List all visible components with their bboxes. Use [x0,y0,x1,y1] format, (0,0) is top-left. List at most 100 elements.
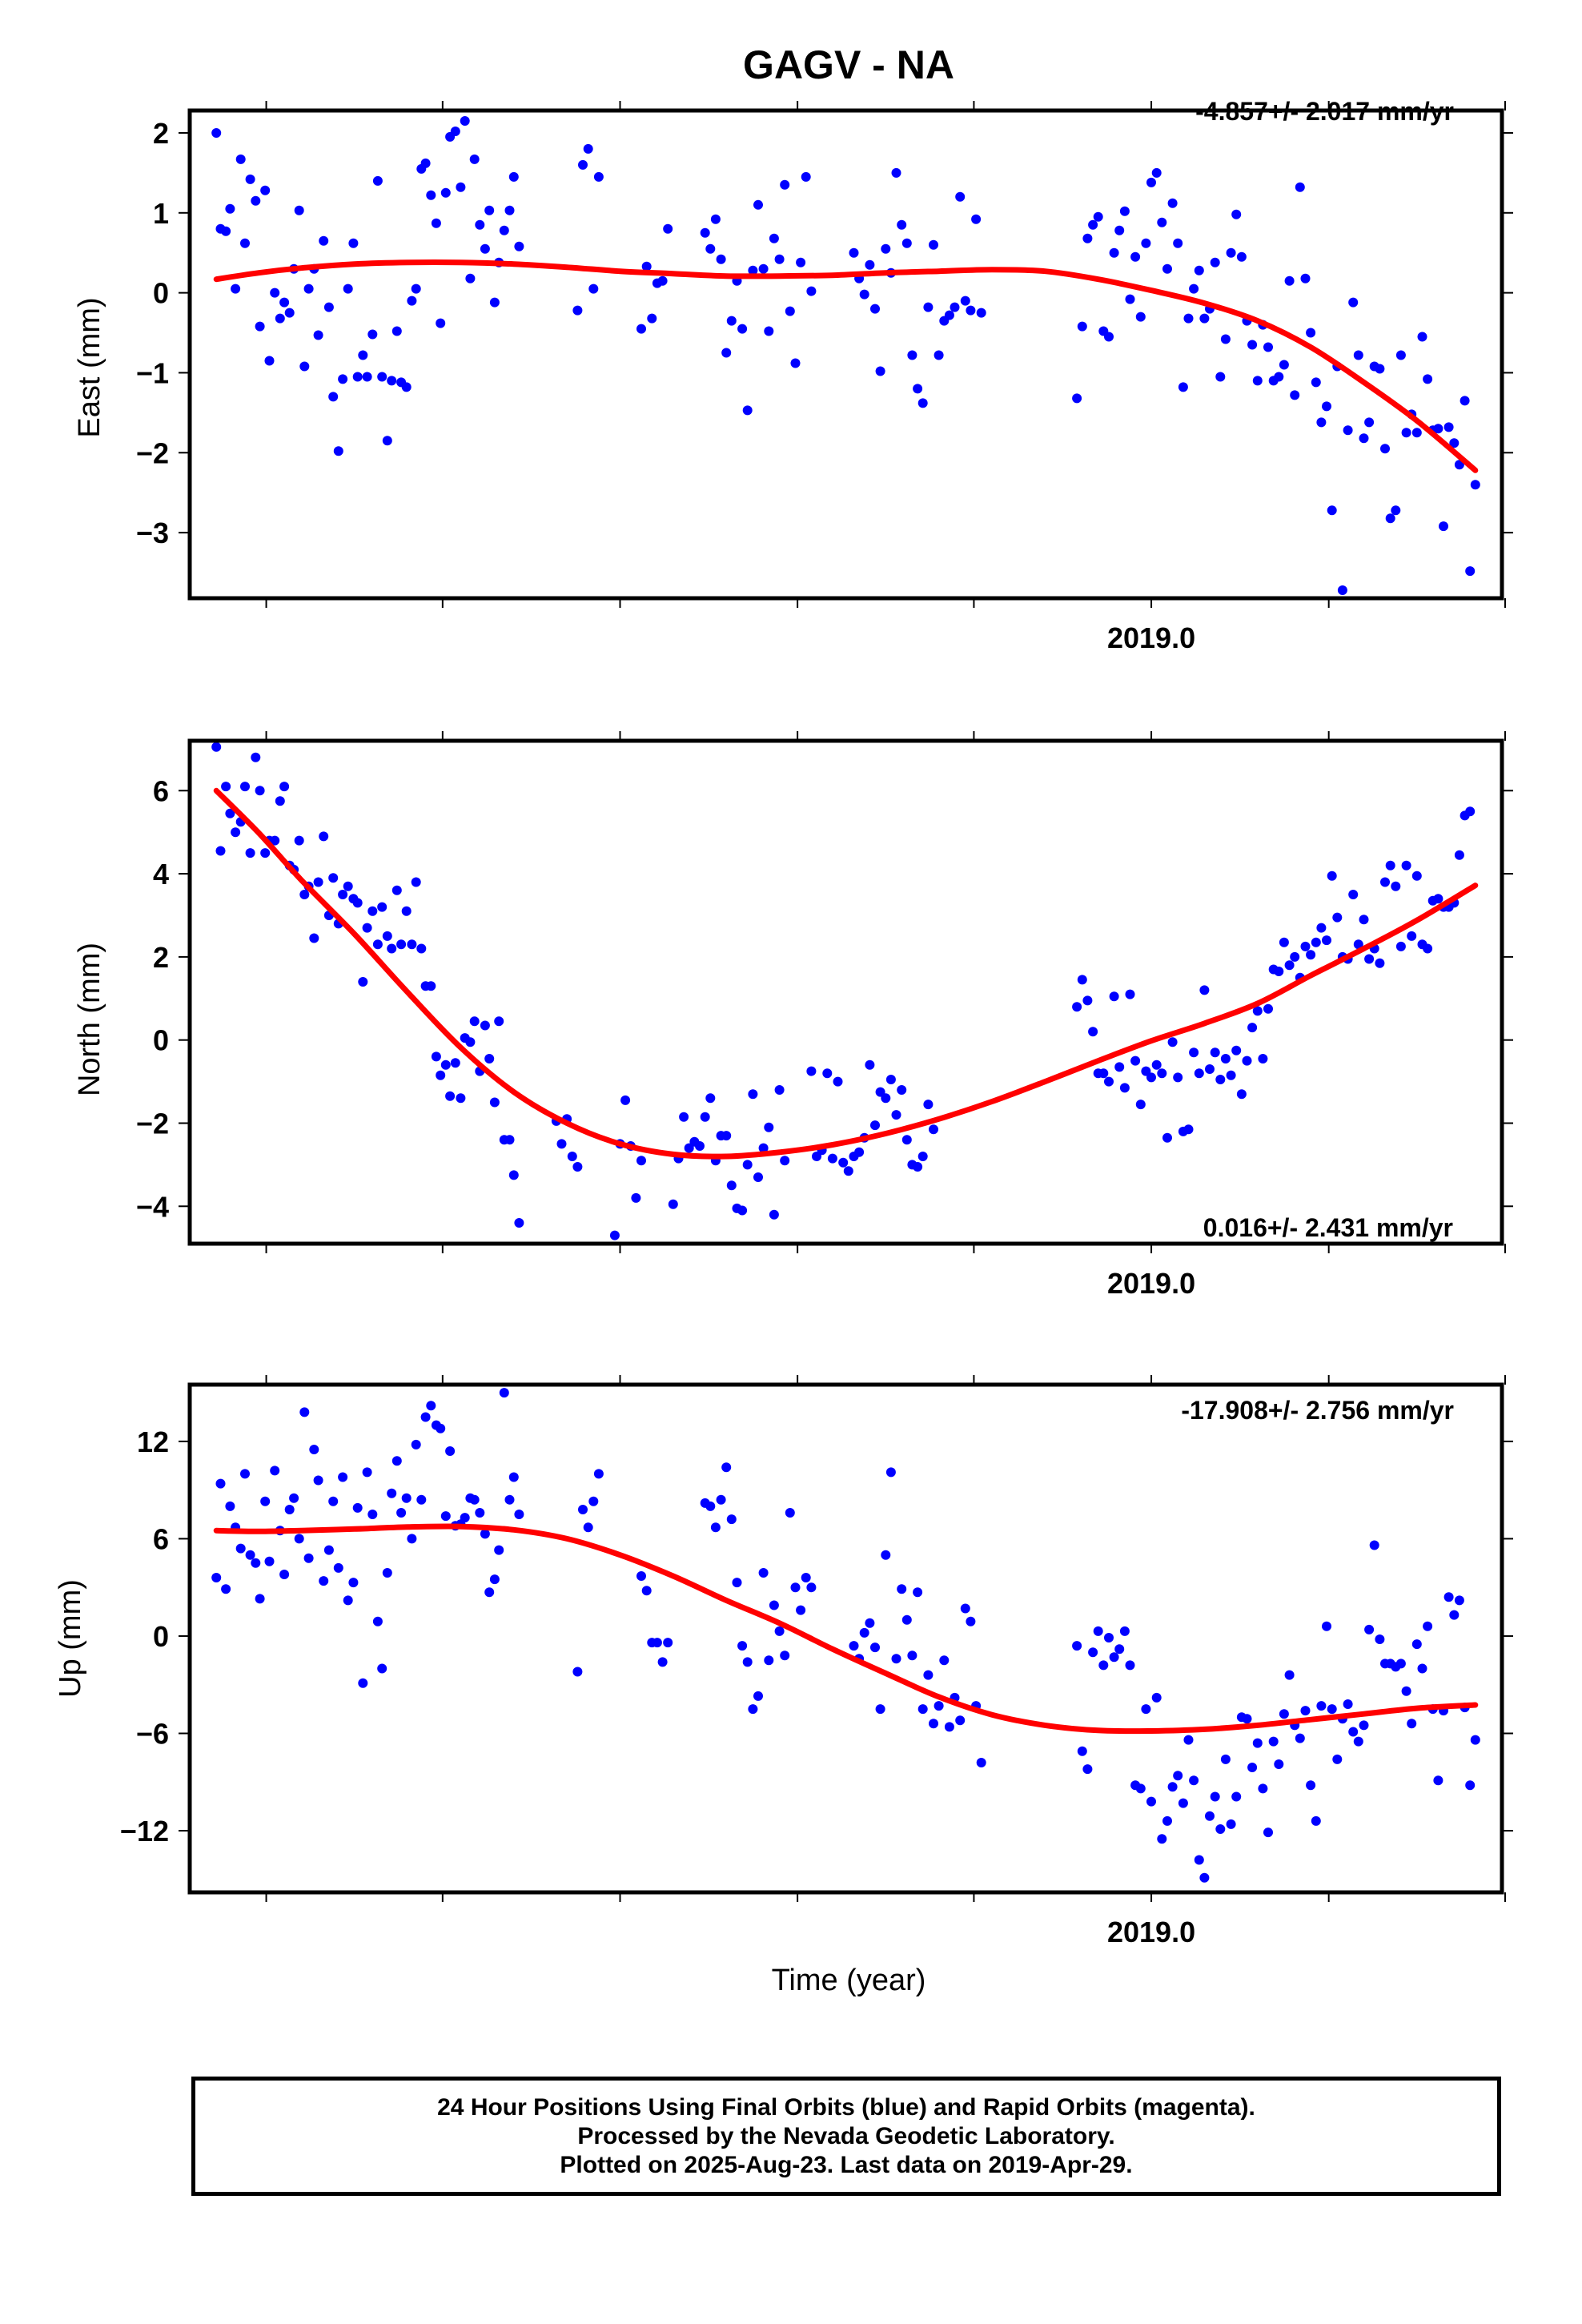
north-data-point [387,943,397,954]
north-data-point [1252,1006,1263,1016]
up-data-point [514,1510,524,1519]
north-data-point [436,1070,446,1080]
east-data-point [1465,566,1476,577]
up-panel: Up (mm) -17.908+/- 2.756 mm/yr 2019.0 −12… [54,1375,1513,1948]
east-data-point [1199,313,1210,324]
east-data-point [1263,342,1273,352]
up-data-point [796,1605,806,1615]
up-data-point [367,1510,378,1519]
north-data-point [1114,1062,1125,1072]
north-data-point [1088,1027,1098,1037]
east-data-point [971,214,982,224]
north-data-point [407,939,417,950]
north-data-point [897,1085,907,1095]
up-y-tick-label: 12 [137,1425,169,1458]
east-data-point [881,243,891,254]
east-data-point [934,350,944,360]
up-data-point [420,1412,431,1422]
east-data-point [358,350,368,360]
up-data-point [710,1522,721,1533]
up-data-point [1189,1775,1199,1786]
north-data-point [251,752,261,762]
east-data-point [1189,283,1199,294]
up-data-point [748,1704,758,1715]
north-data-point [504,1135,515,1145]
north-data-point [260,848,271,858]
north-data-point [764,1122,774,1132]
up-data-point [1215,1824,1226,1834]
east-data-point [1322,401,1331,412]
up-data-point [588,1496,599,1506]
up-data-point [396,1508,407,1518]
east-data-point [1380,444,1390,454]
east-data-point [917,398,928,408]
north-data-point [231,827,241,838]
north-data-point [358,977,368,987]
north-data-point [440,1059,451,1070]
north-data-point [1104,1076,1114,1087]
up-data-point [1157,1834,1167,1844]
up-data-point [445,1446,456,1456]
up-data-point [255,1594,265,1604]
east-data-point [1454,460,1464,470]
up-data-point [1104,1633,1114,1642]
east-data-point [790,358,801,368]
east-data-point [284,308,295,318]
up-data-point [939,1655,950,1666]
east-data-point [901,238,912,248]
chart-title: GAGV - NA [743,42,954,87]
east-data-point [1072,393,1082,404]
up-data-point [1162,1815,1172,1826]
east-y-tick-label: 1 [153,197,169,230]
up-data-point [1268,1736,1279,1747]
north-data-point [870,1120,880,1131]
east-data-point [279,297,290,308]
up-points [211,1388,1480,1883]
east-data-point [716,254,726,264]
north-data-point [636,1156,646,1166]
north-data-point [679,1112,689,1122]
up-y-tick-label: −12 [120,1815,169,1848]
up-data-point [387,1488,397,1498]
east-data-point [1162,263,1172,274]
east-data-point [700,227,710,238]
east-data-point [966,305,976,316]
up-data-point [480,1529,490,1539]
north-data-point [445,1091,456,1101]
up-data-point [1151,1692,1162,1703]
east-data-point [1423,374,1433,384]
up-data-point [1072,1641,1082,1651]
north-data-point [631,1192,641,1203]
up-data-point [885,1467,896,1478]
north-data-point [299,890,310,899]
up-data-point [1077,1746,1087,1756]
north-data-point [270,835,280,846]
east-data-point [240,238,250,248]
north-data-point [1162,1132,1172,1143]
up-plot-frame [187,1382,1504,1895]
east-data-point [1391,505,1401,516]
east-data-point [1401,428,1411,438]
up-data-point [1364,1624,1375,1634]
east-data-point [1449,438,1460,448]
north-data-point [1391,881,1401,891]
up-data-point [1088,1647,1098,1658]
north-data-point [1141,1066,1151,1076]
north-data-point [1454,850,1464,860]
east-data-point [1295,182,1305,192]
north-data-point [1236,1089,1247,1100]
north-data-point [917,1152,928,1161]
north-x-tick-label: 2019.0 [1107,1267,1195,1300]
caption-line-3: Plotted on 2025-Aug-23. Last data on 201… [560,2151,1133,2178]
up-data-point [1183,1735,1194,1745]
up-data-point [578,1505,588,1514]
up-data-point [652,1638,662,1648]
east-data-point [1146,177,1156,187]
east-data-point [1236,251,1247,262]
up-data-point [929,1719,938,1729]
north-data-point [309,933,319,943]
north-data-point [1199,985,1210,995]
east-data-point [1167,198,1178,208]
north-y-tick-label: 0 [153,1024,169,1057]
up-data-point [785,1508,795,1518]
